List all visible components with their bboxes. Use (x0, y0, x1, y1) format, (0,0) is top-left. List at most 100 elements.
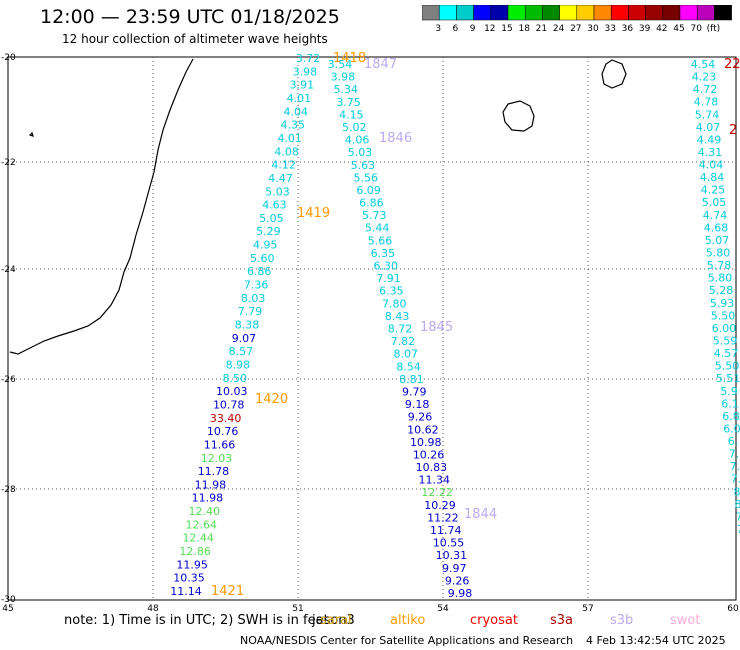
wave-height-value: 3.98 (331, 71, 356, 84)
wave-height-value: 5.56 (353, 171, 378, 184)
wave-height-value: 5.03 (265, 185, 290, 198)
wave-height-value: 4.15 (339, 108, 364, 121)
wave-height-value: 11.66 (204, 438, 236, 451)
wave-height-value: 6.30 (373, 260, 398, 273)
wave-height-value: 11.95 (176, 558, 208, 571)
footer-timestamp: 4 Feb 13:42:54 UTC 2025 (586, 634, 726, 647)
lat-label: -22 (1, 158, 16, 168)
wave-height-value: 4.01 (277, 132, 302, 145)
wave-height-value: 33.40 (210, 412, 242, 425)
scale-label: 27 (570, 24, 581, 34)
scale-label: 70 (690, 24, 702, 34)
lat-label: -26 (1, 375, 16, 385)
pass-time-label: 1420 (255, 392, 288, 407)
wave-height-value: 10.83 (416, 461, 448, 474)
wave-height-value: 11.14 (170, 585, 202, 598)
wave-height-value: 8.50 (223, 372, 248, 385)
track-east-edge: 4.544.234.724.785.744.074.494.314.044.84… (691, 58, 740, 536)
wave-height-value: 5.07 (705, 234, 730, 247)
wave-height-value: 8.07 (393, 348, 418, 361)
map-grid (8, 57, 736, 600)
wave-height-value: 10.31 (436, 549, 468, 562)
wave-height-value: 10.55 (433, 537, 465, 550)
scale-label: 12 (484, 24, 495, 34)
map-title: 12:00 — 23:59 UTC 01/18/2025 (40, 6, 340, 28)
wave-height-value: 3.75 (336, 96, 361, 109)
wave-height-value: 4.47 (268, 172, 293, 185)
lon-label: 54 (437, 604, 449, 612)
wave-height-value: 6.0 (723, 422, 740, 435)
wave-height-value: 5.51 (716, 372, 740, 385)
wave-height-value: 5.44 (365, 222, 390, 235)
wave-height-value: 3.54 (328, 58, 353, 71)
footer-note: note: 1) Time is in UTC; 2) SWH is in fe… (64, 613, 329, 628)
wave-height-value: 4.63 (262, 199, 287, 212)
footer-agency: NOAA/NESDIS Center for Satellite Applica… (240, 634, 574, 647)
wave-height-value: 5.05 (259, 212, 284, 225)
scale-label: 30 (587, 24, 599, 34)
wave-height-value: 12.03 (201, 452, 233, 465)
sat-s3b: s3b (610, 613, 634, 628)
wave-height-value: 4.49 (697, 133, 722, 146)
wave-height-value: 7. (730, 460, 740, 473)
wave-height-value: 11.98 (192, 492, 224, 505)
wave-height-value: 4.04 (699, 159, 724, 172)
pass-time-label: 1418 (333, 51, 366, 66)
wave-height-value: 9.18 (405, 398, 430, 411)
scale-swatch (714, 5, 732, 21)
wave-height-value: 9.26 (408, 411, 433, 424)
pass-time-label: 1847 (364, 57, 397, 72)
wave-height-value: 4.07 (696, 121, 721, 134)
wave-height-value: 11.74 (430, 524, 462, 537)
track-pass-1847-1844: 3.543.985.343.754.155.024.065.035.635.56… (328, 58, 473, 600)
wave-height-value: 5.80 (706, 247, 731, 260)
wave-height-value: 10.76 (207, 425, 239, 438)
wave-height-value: 4.54 (691, 58, 716, 71)
scale-label: 36 (622, 24, 634, 34)
sat-jason3: jason3 (312, 613, 355, 628)
wave-height-value: 8.98 (226, 358, 251, 371)
wave-height-value: 11.98 (195, 478, 227, 491)
wave-height-value: 4.04 (284, 105, 309, 118)
wave-height-value: 4.35 (281, 119, 306, 132)
lat-label: -24 (1, 265, 16, 275)
wave-height-value: 9.07 (232, 332, 257, 345)
pass-time-label: 1846 (379, 131, 412, 146)
wave-height-value: 8.54 (396, 360, 421, 373)
wave-height-value: 4.84 (700, 171, 725, 184)
lat-label: -30 (1, 595, 16, 605)
wave-height-value: 4.06 (345, 134, 370, 147)
small-island (28, 131, 34, 137)
wave-height-value: 7. (731, 473, 740, 486)
wave-height-value: 8 (734, 485, 740, 498)
pass-time-label: 1845 (420, 320, 453, 335)
lon-label: 57 (582, 604, 593, 612)
madagascar-coastline (9, 58, 194, 355)
wave-height-value: 10.98 (410, 436, 442, 449)
wave-height-value: 4.68 (704, 221, 729, 234)
wave-height-value: 3.91 (290, 79, 315, 92)
wave-height-value: 12.64 (186, 518, 218, 531)
wave-height-value: 9.97 (442, 562, 467, 575)
wave-height-value: 12.44 (182, 532, 214, 545)
wave-height-value: 9.98 (448, 587, 473, 600)
pass-time-label: 2 (729, 123, 737, 138)
wave-height-value: 4.23 (692, 71, 717, 84)
reunion-island (502, 100, 535, 132)
wave-height-value: 7 (737, 523, 740, 536)
wave-height-value: 6.86 (359, 197, 384, 210)
wave-height-value: 8.57 (229, 345, 254, 358)
wave-height-value: 4.12 (271, 159, 296, 172)
wave-height-value: 5.63 (351, 159, 376, 172)
wave-height-value: 6.86 (247, 265, 272, 278)
scale-label: 6 (453, 24, 459, 34)
wave-height-value: 12.40 (189, 505, 221, 518)
wave-height-value: 10.62 (407, 423, 439, 436)
wave-height-value: 6.8 (722, 410, 740, 423)
wave-height-value: 8.81 (399, 373, 424, 386)
wave-height-value: 7.80 (382, 297, 407, 310)
wave-height-value: 5.59 (713, 334, 738, 347)
scale-label: 45 (673, 24, 684, 34)
map-frame (7, 56, 737, 601)
